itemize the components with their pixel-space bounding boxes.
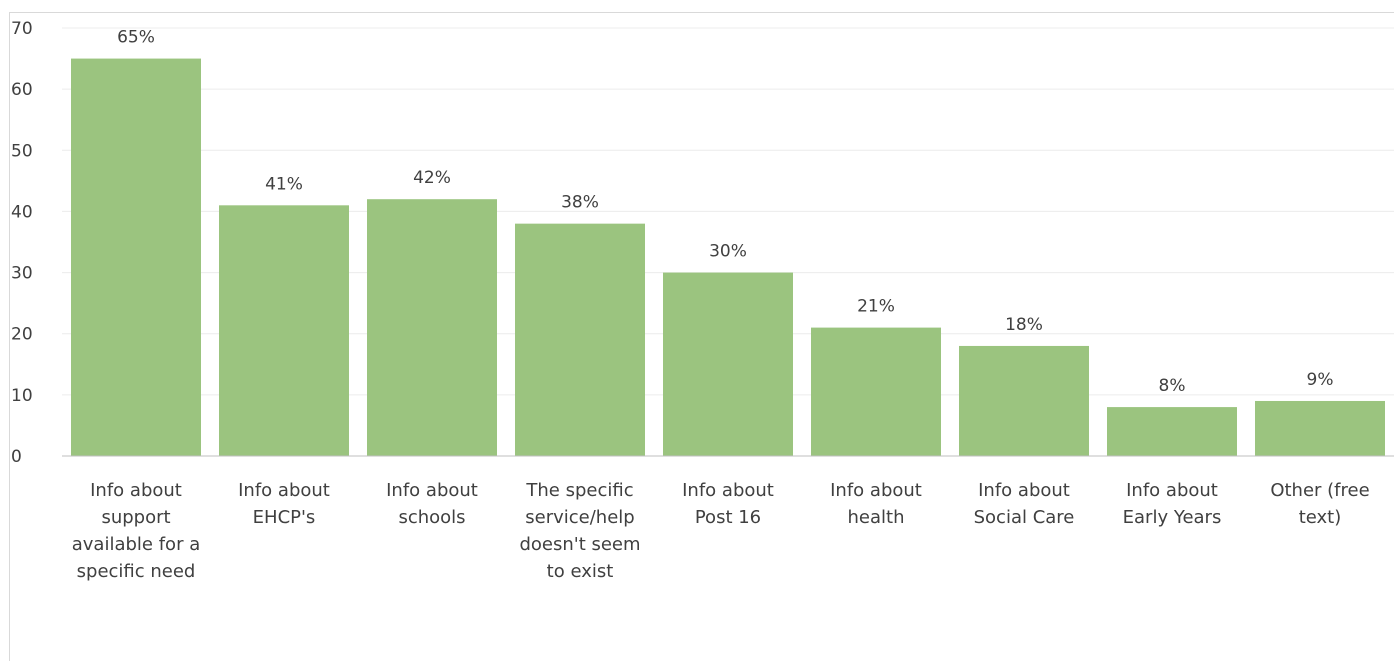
category-label-line: Social Care bbox=[974, 507, 1075, 528]
data-label-3: 38% bbox=[561, 193, 599, 213]
category-label-line: Info about bbox=[978, 480, 1070, 501]
category-label-8: Other (free text) bbox=[1270, 480, 1369, 528]
data-label-7: 8% bbox=[1159, 376, 1186, 396]
category-label-line: schools bbox=[398, 507, 465, 528]
category-label-2: Info about schools bbox=[386, 480, 478, 528]
bar-6 bbox=[959, 345, 1089, 456]
category-label-line: support bbox=[101, 507, 170, 528]
category-label-line: doesn't seem bbox=[519, 534, 640, 555]
data-label-0: 65% bbox=[117, 28, 155, 48]
data-label-2: 42% bbox=[413, 168, 451, 188]
y-tick-label-30: 30 bbox=[11, 264, 33, 284]
category-label-line: Info about bbox=[238, 480, 330, 501]
y-tick-label-40: 40 bbox=[11, 202, 33, 222]
category-label-7: Info about Early Years bbox=[1123, 480, 1222, 528]
bar-0 bbox=[71, 58, 201, 456]
category-label-line: Early Years bbox=[1123, 507, 1222, 528]
bar-8 bbox=[1255, 400, 1385, 456]
category-label-line: specific need bbox=[77, 561, 196, 582]
category-label-6: Info about Social Care bbox=[974, 480, 1075, 528]
category-label-line: text) bbox=[1299, 507, 1342, 528]
category-label-0: Info about support available for a specific… bbox=[72, 480, 200, 582]
bar-3 bbox=[515, 223, 645, 456]
category-label-line: to exist bbox=[547, 561, 614, 582]
category-label-line: Info about bbox=[830, 480, 922, 501]
category-label-line: Info about bbox=[1126, 480, 1218, 501]
category-label-5: Info about health bbox=[830, 480, 922, 528]
chart-frame bbox=[9, 12, 1394, 661]
category-label-line: Info about bbox=[90, 480, 182, 501]
category-label-line: health bbox=[848, 507, 905, 528]
data-label-1: 41% bbox=[265, 174, 303, 194]
data-label-4: 30% bbox=[709, 242, 747, 262]
bar-7 bbox=[1107, 407, 1237, 456]
data-label-6: 18% bbox=[1005, 315, 1043, 335]
y-tick-label-70: 70 bbox=[11, 19, 33, 39]
category-label-line: service/help bbox=[525, 507, 634, 528]
y-tick-label-50: 50 bbox=[11, 141, 33, 161]
category-label-line: Info about bbox=[682, 480, 774, 501]
category-label-line: Info about bbox=[386, 480, 478, 501]
bar-5 bbox=[811, 327, 941, 456]
category-label-line: Post 16 bbox=[695, 507, 761, 528]
category-label-line: The specific bbox=[525, 480, 633, 501]
category-label-line: Other (free bbox=[1270, 480, 1369, 501]
y-tick-label-60: 60 bbox=[11, 80, 33, 100]
category-label-line: available for a bbox=[72, 534, 200, 555]
category-label-4: Info about Post 16 bbox=[682, 480, 774, 528]
category-label-1: Info about EHCP's bbox=[238, 480, 330, 528]
category-label-3: The specific service/help doesn't seem to e… bbox=[519, 480, 640, 582]
bar-4 bbox=[663, 272, 793, 456]
bars bbox=[71, 58, 1385, 456]
y-tick-label-10: 10 bbox=[11, 386, 33, 406]
data-label-5: 21% bbox=[857, 297, 895, 317]
bar-2 bbox=[367, 199, 497, 456]
y-tick-label-0: 0 bbox=[11, 447, 22, 467]
data-label-8: 9% bbox=[1307, 370, 1334, 390]
category-label-line: EHCP's bbox=[253, 507, 316, 528]
bar-1 bbox=[219, 205, 349, 456]
labels: 0 10 20 30 40 50 60 70 65% Info about support avail… bbox=[11, 19, 1370, 582]
y-tick-label-20: 20 bbox=[11, 325, 33, 345]
